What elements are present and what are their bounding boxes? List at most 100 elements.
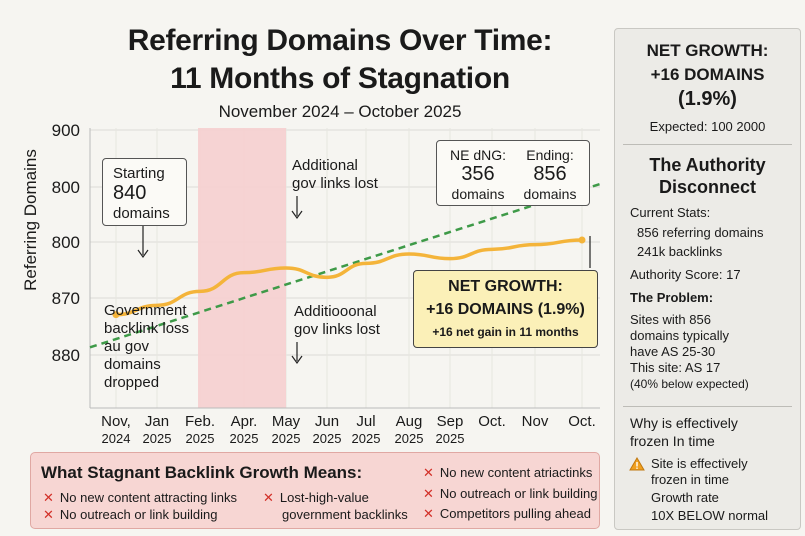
frozen-title2: frozen In time (630, 433, 715, 449)
problem-text: Sites with 856 domains typically have AS… (615, 312, 800, 392)
warning-icon (629, 457, 645, 471)
data-point (112, 311, 120, 319)
list-item: ✕ No new content attracting links (43, 490, 237, 506)
y-tick-label: 870 (52, 289, 80, 308)
ending-right-unit: domains (523, 186, 577, 202)
y-tick-label: 800 (52, 233, 80, 252)
x-icon: ✕ (423, 506, 434, 521)
growth-line2: +16 DOMAINS (1.9%) (426, 301, 585, 318)
divider (623, 144, 792, 145)
gov-loss-line2: backlink loss (104, 320, 190, 337)
x-tick-year-label: 2025 (230, 431, 259, 446)
ending-left-value: 356 (461, 163, 495, 185)
x-tick-label: Nov (522, 413, 549, 430)
list-item-text: Lost-high-value (279, 490, 369, 505)
x-icon: ✕ (43, 507, 54, 522)
list-item: ✕ No new content atriactinks (423, 465, 592, 481)
x-tick-label: Jul (356, 413, 375, 430)
x-tick-label: Oct. (478, 413, 506, 430)
x-tick-year-label: 2025 (186, 431, 215, 446)
axes (89, 128, 600, 409)
list-item-text: No outreach or link building (439, 486, 598, 501)
lost-note-bottom: Additiooonal gov links lost (294, 303, 380, 339)
list-item-text: No new content attracting links (59, 490, 237, 505)
x-tick-year-label: 2025 (272, 431, 301, 446)
ending-right-value: 856 (533, 163, 567, 185)
right-panel: NET GROWTH: +16 DOMAINS (1.9%) Expected:… (614, 28, 801, 530)
x-tick-label: Nov, (101, 413, 131, 430)
bottom-panel-title: What Stagnant Backlink Growth Means: (41, 463, 363, 482)
starting-callout: Starting 840 domains (102, 158, 187, 226)
problem-line5: (40% below expected) (630, 377, 749, 391)
x-icon: ✕ (43, 490, 54, 505)
chart-title-line2: 11 Months of Stagnation (170, 62, 510, 95)
list-item-continued: government backlinks (282, 507, 408, 522)
lost-top-line1: Additional (292, 157, 358, 174)
authority-score: Authority Score: 17 (630, 267, 741, 282)
ending-callout: NE dNG: 356 domains Ending: 856 domains (436, 140, 590, 206)
frozen-item4: 10X BELOW normal (651, 508, 769, 523)
ending-left-label: NE dNG: (449, 147, 506, 163)
chart-title-line1: Referring Domains Over Time: (127, 24, 553, 57)
problem-line4: This site: AS 17 (630, 360, 721, 375)
problem-line2: domains typically (630, 328, 729, 343)
x-tick-year-label: 2025 (436, 431, 465, 446)
frozen-item3: Growth rate (651, 490, 719, 505)
list-item-text: No new content atriactinks (439, 465, 593, 480)
starting-unit: domains (113, 205, 170, 222)
starting-label: Starting (113, 165, 165, 182)
problem-label: The Problem: (630, 290, 714, 305)
list-item: ✕ No outreach or link building (423, 486, 597, 502)
x-tick-label: May (272, 413, 301, 430)
gov-loss-note: Government backlink loss au gov domains … (104, 302, 189, 392)
frozen-item1: Site is effectively (651, 456, 748, 471)
summary-expected: Expected: 100 2000 (649, 119, 766, 134)
ending-left-unit: domains (451, 186, 505, 202)
growth-line1: NET GROWTH: (448, 278, 563, 295)
x-tick-label: Jan (145, 413, 169, 430)
bottom-panel: What Stagnant Backlink Growth Means: ✕ No… (30, 452, 600, 529)
y-tick-label: 880 (52, 346, 80, 365)
x-tick-year-label: 2024 (102, 431, 131, 446)
starting-value: 840 (113, 182, 147, 204)
data-point (578, 236, 586, 244)
y-tick-label: 900 (52, 121, 80, 140)
x-icon: ✕ (263, 490, 274, 505)
net-growth-callout: NET GROWTH: +16 DOMAINS (1.9%) +16 net g… (413, 270, 598, 348)
gov-loss-line1: Government (104, 302, 187, 319)
list-item: ✕ Competitors pulling ahead (423, 506, 591, 522)
x-tick-label: Feb. (185, 413, 215, 430)
authority-section: The Authority Disconnect Current Stats: … (615, 155, 800, 392)
gov-loss-line3: au gov (104, 338, 150, 355)
summary-line3: (1.9%) (678, 88, 737, 110)
stat-backlinks: 241k backlinks (637, 244, 723, 259)
x-tick-year-label: 2025 (143, 431, 172, 446)
list-item-text: Competitors pulling ahead (439, 506, 591, 521)
lost-top-line2: gov links lost (292, 175, 378, 192)
x-tick-year-label: 2025 (395, 431, 424, 446)
x-tick-label: Oct. (568, 413, 596, 430)
series-line (114, 238, 584, 317)
lost-bottom-line2: gov links lost (294, 321, 380, 338)
list-item: ✕ No outreach or link building (43, 507, 217, 523)
gov-loss-line5: dropped (104, 374, 160, 391)
frozen-item2: frozen in time (651, 472, 730, 487)
x-icon: ✕ (423, 465, 434, 480)
stat-domains: 856 referring domains (637, 225, 764, 240)
trend-line (89, 182, 601, 349)
problem-line3: have AS 25-30 (630, 344, 716, 359)
summary-line2: +16 DOMAINS (650, 65, 765, 84)
x-tick-label: Aug (396, 413, 423, 430)
x-icon: ✕ (423, 486, 434, 501)
x-tick-year-label: 2025 (313, 431, 342, 446)
summary-line1: NET GROWTH: (646, 41, 769, 60)
frozen-title1: Why is effectively (630, 415, 738, 431)
annotation-arrows (137, 196, 591, 365)
stats-label: Current Stats: (630, 205, 711, 220)
net-growth-summary: NET GROWTH: +16 DOMAINS (1.9%) Expected:… (615, 41, 800, 134)
growth-line3: +16 net gain in 11 months (432, 325, 579, 339)
divider (623, 406, 792, 407)
y-tick-label: 800 (52, 178, 80, 197)
x-tick-label: Sep (437, 413, 464, 430)
authority-title1: The Authority (649, 155, 766, 175)
